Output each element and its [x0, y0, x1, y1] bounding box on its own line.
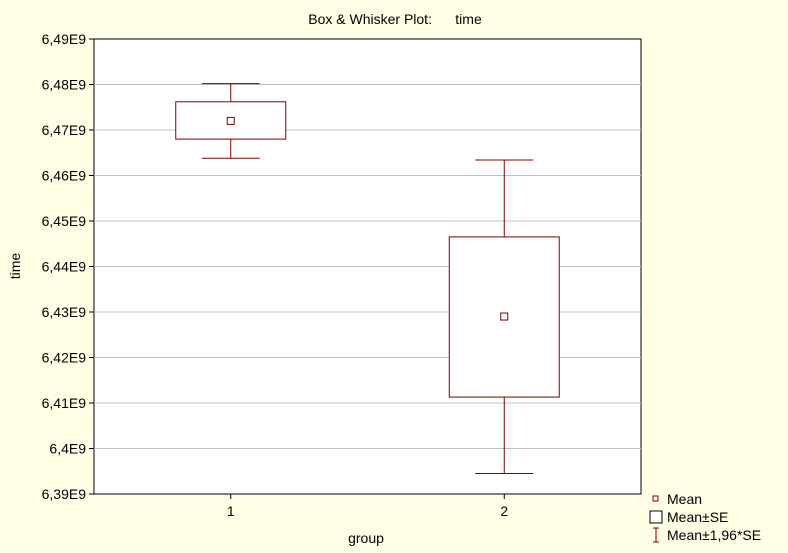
y-tick-label: 6,48E9	[42, 77, 87, 93]
y-axis-ticks: 6,39E9 6,4E9 6,41E9 6,42E9 6,43E9 6,44E9 6,45E…	[42, 31, 94, 502]
x-tick-label: 1	[227, 503, 235, 519]
y-tick-label: 6,46E9	[42, 168, 87, 184]
x-axis-label: group	[348, 530, 384, 546]
mean-marker	[500, 312, 509, 321]
y-tick-label: 6,47E9	[42, 122, 87, 138]
y-tick-label: 6,43E9	[42, 304, 87, 320]
y-tick-label: 6,39E9	[42, 486, 87, 502]
legend-ci-label: Mean±1,96*SE	[667, 527, 761, 543]
legend-ci-whisker	[653, 527, 659, 543]
group-1	[175, 83, 287, 159]
box-series	[175, 83, 560, 475]
chart-title: Box & Whisker Plot: time	[308, 11, 482, 27]
legend-se-label: Mean±SE	[667, 509, 728, 525]
y-tick-label: 6,44E9	[42, 259, 87, 275]
y-tick-label: 6,4E9	[49, 441, 86, 457]
x-tick-label: 2	[500, 503, 508, 519]
group-2	[448, 159, 560, 475]
legend-mean-marker	[652, 495, 659, 502]
chart-legend: Mean Mean±SE Mean±1,96*SE	[649, 491, 761, 543]
legend-se-box	[649, 510, 663, 524]
y-axis-label: time	[7, 253, 23, 280]
mean-marker	[226, 116, 235, 125]
y-tick-label: 6,41E9	[42, 395, 87, 411]
y-tick-label: 6,49E9	[42, 31, 87, 47]
legend-mean-label: Mean	[667, 491, 702, 507]
y-tick-label: 6,42E9	[42, 350, 87, 366]
y-tick-label: 6,45E9	[42, 213, 87, 229]
